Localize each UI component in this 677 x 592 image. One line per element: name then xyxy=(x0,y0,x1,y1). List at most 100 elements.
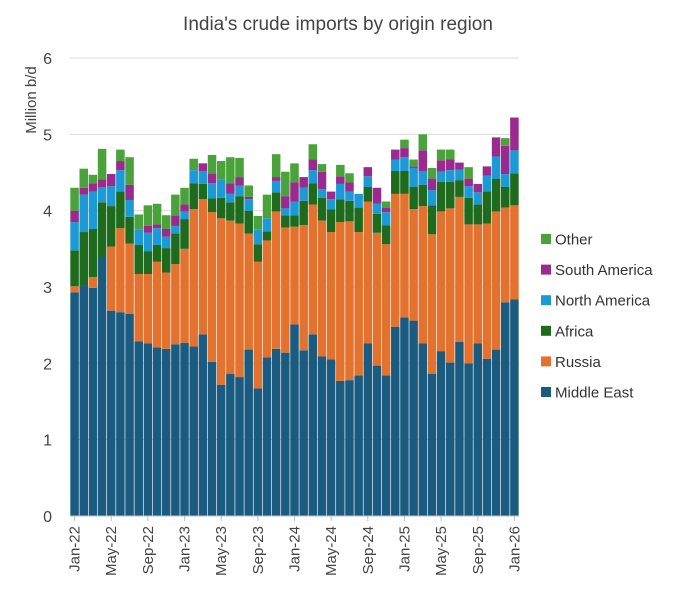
bar-segment-middle-east xyxy=(207,361,217,516)
bar-segment-other xyxy=(271,154,281,178)
y-axis-ticks: 0 1 2 3 4 5 6 xyxy=(43,51,52,526)
legend-label: Russia xyxy=(555,354,602,371)
bar-segment-africa xyxy=(326,209,336,233)
bar-segment-north-america xyxy=(381,212,391,226)
bar-segment-other xyxy=(253,216,263,230)
bar-segment-north-america xyxy=(216,179,226,198)
bar-segment-africa xyxy=(271,192,281,212)
bar-segment-russia xyxy=(290,226,299,325)
bar-segment-middle-east xyxy=(391,326,400,516)
bar-segment-middle-east xyxy=(427,374,437,516)
bar-segment-middle-east xyxy=(455,341,464,516)
bar-segment-africa xyxy=(134,245,143,275)
bar-segment-middle-east xyxy=(171,344,180,516)
bar-segment-north-america xyxy=(354,193,363,208)
bar-segment-north-america xyxy=(290,201,299,216)
bar-segment-south-america xyxy=(143,225,153,233)
bar-segment-north-america xyxy=(363,176,373,188)
bar-stack-Aug-23 xyxy=(244,185,253,516)
bar-segment-north-america xyxy=(207,183,217,199)
bar-segment-africa xyxy=(116,191,125,229)
bar-segment-other xyxy=(336,164,345,177)
y-tick-label: 6 xyxy=(43,51,52,68)
x-tick-label: Jan-24 xyxy=(287,526,304,572)
bar-segment-middle-east xyxy=(299,350,308,516)
bar-segment-middle-east xyxy=(354,375,363,516)
y-tick-label: 3 xyxy=(43,280,52,297)
bar-segment-middle-east xyxy=(88,287,98,516)
bar-segment-russia xyxy=(207,212,217,362)
bar-segment-south-america xyxy=(79,187,89,195)
bar-segment-other xyxy=(244,185,253,197)
bar-segment-middle-east xyxy=(372,365,382,516)
bar-segment-africa xyxy=(354,207,363,233)
bar-segment-other xyxy=(317,164,327,172)
bar-segment-middle-east xyxy=(409,320,418,516)
x-tick-label: Sep-25 xyxy=(470,526,487,574)
legend-swatch xyxy=(541,387,551,397)
bar-segment-africa xyxy=(253,244,263,262)
bar-segment-middle-east xyxy=(326,359,336,516)
bar-segment-south-america xyxy=(180,204,189,212)
legend-swatch xyxy=(541,264,551,275)
bar-segment-other xyxy=(308,144,318,160)
bar-segment-russia xyxy=(161,272,171,349)
bar-segment-south-america xyxy=(70,210,79,223)
bar-segment-north-america xyxy=(326,199,336,210)
bar-stack-Feb-25 xyxy=(409,159,418,516)
bar-segment-middle-east xyxy=(473,343,483,516)
bar-segment-africa xyxy=(317,197,327,221)
bar-segment-africa xyxy=(436,181,446,212)
y-tick-label: 2 xyxy=(43,356,52,373)
bar-segment-russia xyxy=(482,223,492,359)
bar-stack-Dec-23 xyxy=(281,171,290,516)
bar-segment-south-america xyxy=(226,183,235,194)
bar-segment-other xyxy=(345,173,354,183)
bar-segment-other xyxy=(500,138,510,146)
bar-segment-south-america xyxy=(125,184,134,200)
bar-segment-russia xyxy=(446,208,455,363)
bar-segment-africa xyxy=(244,210,253,234)
bar-stack-May-25 xyxy=(436,149,446,516)
bar-segment-russia xyxy=(409,209,418,321)
bar-segment-other xyxy=(125,157,134,185)
bar-segment-other xyxy=(152,203,162,225)
bar-segment-south-america xyxy=(500,145,510,175)
bar-segment-russia xyxy=(427,234,437,375)
bar-segment-south-america xyxy=(436,160,446,172)
bar-segment-africa xyxy=(207,198,217,213)
bar-segment-north-america xyxy=(446,170,455,182)
bar-stack-Apr-24 xyxy=(317,164,327,516)
bar-segment-russia xyxy=(271,211,281,349)
bar-segment-north-america xyxy=(79,194,89,233)
bar-segment-africa xyxy=(226,202,235,221)
bar-segment-south-america xyxy=(152,224,162,229)
bar-segment-africa xyxy=(482,191,492,224)
bar-segment-north-america xyxy=(70,222,79,251)
bar-stack-Jul-23 xyxy=(235,157,244,516)
bar-segment-africa xyxy=(180,219,189,249)
y-tick-label: 5 xyxy=(43,127,52,144)
bar-segment-north-america xyxy=(88,191,98,229)
bar-segment-africa xyxy=(216,197,226,219)
bar-segment-south-america xyxy=(161,228,171,237)
bar-segment-middle-east xyxy=(381,375,391,516)
y-tick-label: 1 xyxy=(43,433,52,450)
bar-segment-other xyxy=(290,163,299,183)
bar-stack-Nov-24 xyxy=(381,201,391,516)
bar-segment-middle-east xyxy=(418,343,428,516)
x-tick-label: Jan-26 xyxy=(506,526,523,572)
bar-segment-other xyxy=(189,158,198,171)
legend-item-middle-east: Middle East xyxy=(541,385,634,402)
bar-segment-other xyxy=(226,157,235,184)
bar-segment-russia xyxy=(473,224,483,344)
bar-segment-russia xyxy=(281,227,290,353)
bar-segment-middle-east xyxy=(482,358,492,516)
bar-segment-south-america xyxy=(171,215,180,226)
bar-segment-other xyxy=(171,194,180,216)
bar-segment-middle-east xyxy=(216,384,226,516)
bar-segment-north-america xyxy=(281,208,290,216)
bar-segment-middle-east xyxy=(345,380,354,516)
bar-segment-africa xyxy=(345,200,354,222)
